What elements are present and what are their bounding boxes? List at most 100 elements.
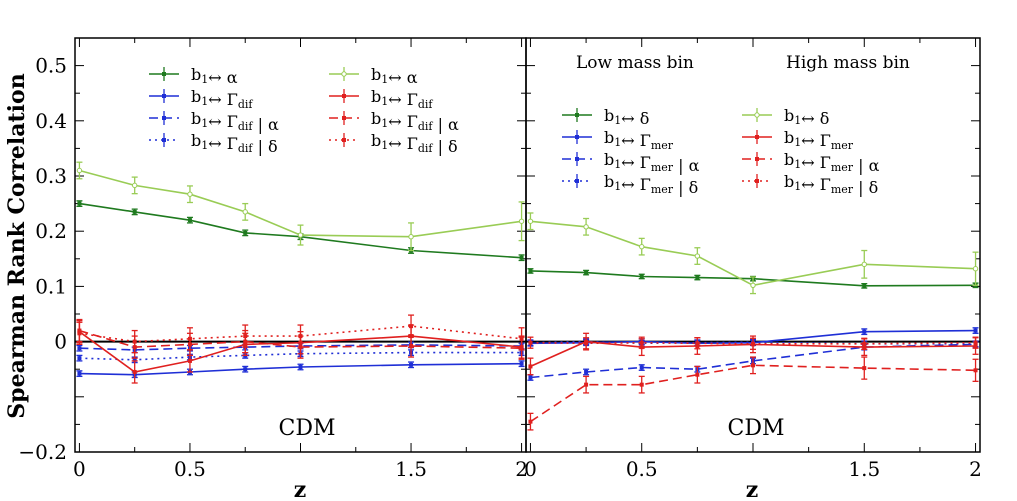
data-point (695, 372, 700, 377)
mass-bin-label: High mass bin (786, 53, 910, 73)
x-tick-label: 1.5 (395, 457, 427, 481)
y-tick-label: 0 (54, 330, 67, 354)
x-tick-label: 2 (969, 457, 982, 481)
data-point (583, 224, 589, 230)
legend-swatch-marker (162, 116, 166, 120)
legend-swatch-marker (162, 138, 166, 142)
legend-label: b1↔ Γdif | α (371, 109, 459, 134)
x-tick-label: 0.5 (174, 457, 206, 481)
legend-swatch-marker (342, 116, 346, 120)
data-point (528, 375, 533, 380)
legend-label: b1↔ Γdif | δ (191, 131, 278, 156)
data-point (409, 324, 414, 329)
data-point (862, 366, 867, 371)
series-7 (527, 356, 979, 431)
legend-swatch-marker (341, 71, 347, 77)
data-point (862, 283, 867, 288)
series-line (530, 220, 976, 287)
data-point (528, 364, 533, 369)
panel-1: 0.50.40.30.20.10−0.20 0.5 1.5 2b1↔ αb1↔ Γdi… (18, 37, 528, 481)
data-point (187, 218, 192, 223)
panel-frame (525, 37, 981, 453)
data-point (584, 369, 589, 374)
data-point (973, 328, 978, 333)
y-tick-label: 0.1 (35, 274, 67, 298)
data-point (519, 336, 524, 341)
legend-label: b1↔ Γmer | δ (604, 172, 698, 197)
x-axis-title-left: z (294, 477, 307, 501)
data-point (187, 336, 192, 341)
data-point (243, 334, 248, 339)
data-point (409, 362, 414, 367)
data-point (861, 261, 867, 268)
data-point (527, 218, 534, 224)
legend-swatch-marker (342, 94, 346, 98)
panel-note: CDM (728, 416, 785, 441)
data-point (132, 357, 137, 362)
legend-swatch-marker (755, 179, 759, 183)
data-point (751, 363, 755, 368)
data-point (242, 209, 248, 215)
data-point (519, 361, 524, 366)
data-point (862, 341, 867, 346)
legend-swatch-marker (755, 135, 759, 139)
data-point (76, 167, 83, 174)
data-point (639, 340, 644, 345)
legend-label: b1↔ Γmer (784, 128, 854, 152)
data-point (243, 230, 248, 235)
series-5 (76, 161, 525, 252)
y-tick-label: 0.4 (35, 109, 67, 133)
legend-label: b1↔ Γmer | δ (784, 172, 878, 197)
legend-swatch-marker (342, 138, 346, 142)
data-point (584, 341, 589, 346)
data-point (639, 365, 644, 370)
data-point (862, 329, 867, 334)
data-point (132, 369, 137, 374)
legend-swatch-marker (162, 94, 166, 98)
data-point (751, 341, 755, 346)
legend-label: b1↔ Γdif | δ (371, 131, 458, 156)
y-tick-label: −0.2 (18, 440, 67, 464)
data-point (695, 275, 700, 280)
legend-label: b1↔ δ (604, 106, 649, 128)
data-point (639, 382, 644, 387)
legend-label: b1↔ α (371, 65, 418, 87)
legend-label: b1↔ Γmer | α (784, 150, 880, 175)
data-point (298, 364, 303, 369)
data-point (77, 346, 82, 351)
data-point (528, 340, 533, 345)
data-point (131, 182, 138, 189)
legend-swatch-marker (162, 72, 166, 76)
data-point (408, 234, 414, 240)
y-axis-title: Spearman Rank Correlation (4, 73, 30, 418)
data-point (750, 282, 756, 288)
data-point (973, 368, 978, 373)
legend-swatch-marker (575, 135, 579, 139)
legend-swatch-marker (575, 157, 579, 161)
data-point (187, 191, 193, 197)
legend-label: b1↔ Γmer (604, 128, 674, 152)
data-point (519, 255, 524, 260)
data-point (518, 218, 525, 224)
data-point (584, 382, 589, 387)
data-point (695, 341, 700, 346)
data-point (243, 367, 248, 372)
data-point (973, 340, 978, 345)
data-point (639, 243, 645, 250)
legend-swatch-marker (575, 179, 579, 183)
legend-label: b1↔ Γdif (191, 87, 253, 111)
legend-swatch-marker (755, 157, 759, 161)
x-tick-label: 1.5 (848, 457, 880, 481)
series-8 (76, 314, 525, 354)
legend-swatch-marker (754, 112, 760, 118)
data-point (77, 201, 82, 206)
data-point (297, 232, 304, 238)
data-point (77, 371, 82, 376)
legend-label: b1↔ Γdif (371, 87, 433, 111)
y-tick-label: 0.3 (35, 164, 67, 188)
x-tick-label: 0 (73, 457, 86, 481)
